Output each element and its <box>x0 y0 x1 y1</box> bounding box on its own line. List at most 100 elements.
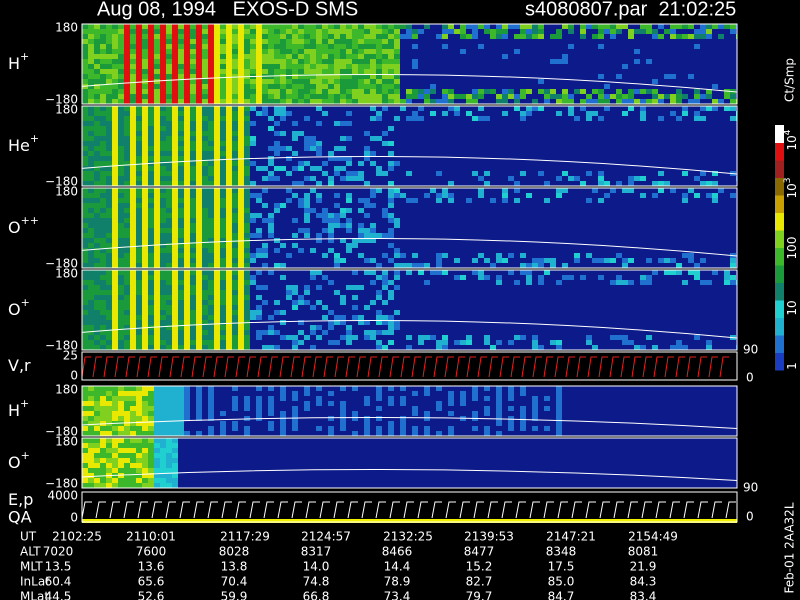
spectrogram-cell <box>196 198 202 203</box>
spectrogram-cell <box>364 146 370 151</box>
spectrogram-cell <box>646 258 652 263</box>
spectrogram-cell <box>172 396 178 401</box>
spectrogram-cell <box>292 84 298 89</box>
spectrogram-cell <box>100 233 106 238</box>
spectrogram-cell <box>208 223 214 228</box>
spectrogram-cell <box>130 79 136 84</box>
spectrogram-cell <box>520 111 526 116</box>
panel-label-sup: + <box>20 397 29 410</box>
spectrogram-cell <box>388 280 394 285</box>
spectrogram-cell <box>154 258 160 263</box>
panel-background <box>82 438 737 488</box>
spectrogram-cell <box>340 416 346 421</box>
spectrogram-cell <box>160 401 166 406</box>
spectrogram-cell <box>352 74 358 79</box>
spectrogram-cell <box>148 295 154 300</box>
spectrogram-cell <box>112 69 118 74</box>
spectrogram-cell <box>94 34 100 39</box>
spectrogram-cell <box>346 223 352 228</box>
spectrogram-cell <box>124 416 130 421</box>
spectrogram-cell <box>112 203 118 208</box>
spectrogram-cell <box>172 126 178 131</box>
spectrogram-cell <box>178 166 184 171</box>
spectrogram-cell <box>190 320 196 325</box>
spectrogram-cell <box>262 89 268 94</box>
spectrogram-cell <box>94 146 100 151</box>
spectrogram-cell <box>592 34 598 39</box>
spectrogram-cell <box>250 280 256 285</box>
spectrogram-cell <box>244 401 250 406</box>
spectrogram-cell <box>562 59 568 64</box>
spectrogram-cell <box>88 386 94 391</box>
spectrogram-cell <box>130 458 136 463</box>
spectrogram-cell <box>670 94 676 99</box>
spectrogram-cell <box>82 213 88 218</box>
spectrogram-cell <box>400 253 406 258</box>
spectrogram-cell <box>94 176 100 181</box>
spectrogram-cell <box>130 325 136 330</box>
spectrogram-cell <box>280 94 286 99</box>
spectrogram-cell <box>178 34 184 39</box>
spectrogram-cell <box>334 315 340 320</box>
spectrogram-cell <box>490 263 496 268</box>
spectrogram-cell <box>412 426 418 431</box>
spectrogram-cell <box>106 29 112 34</box>
spectrogram-cell <box>112 270 118 275</box>
spectrogram-cell <box>550 34 556 39</box>
spectrogram-cell <box>556 188 562 193</box>
spectrogram-cell <box>136 448 142 453</box>
spectrogram-cell <box>130 290 136 295</box>
spectrogram-cell <box>694 29 700 34</box>
spectrogram-cell <box>526 275 532 280</box>
spectrogram-cell <box>316 335 322 340</box>
spectrogram-cell <box>106 54 112 59</box>
spectrogram-cell <box>406 345 412 350</box>
spectrogram-cell <box>208 161 214 166</box>
spectrogram-cell <box>226 193 232 198</box>
spectrogram-cell <box>184 188 190 193</box>
spectrogram-cell <box>82 141 88 146</box>
spectrogram-cell <box>154 468 160 473</box>
spectrogram-cell <box>268 84 274 89</box>
spectrogram-cell <box>214 248 220 253</box>
spectrogram-cell <box>118 248 124 253</box>
spectrogram-cell <box>88 141 94 146</box>
spectrogram-cell <box>142 468 148 473</box>
spectrogram-cell <box>202 34 208 39</box>
spectrogram-cell <box>250 121 256 126</box>
spectrogram-cell <box>274 54 280 59</box>
spectrogram-cell <box>256 401 262 406</box>
spectrogram-cell <box>154 151 160 156</box>
spectrogram-cell <box>214 84 220 89</box>
spectrogram-cell <box>184 401 190 406</box>
spectrogram-cell <box>142 315 148 320</box>
spectrogram-cell <box>172 166 178 171</box>
spectrogram-cell <box>94 131 100 136</box>
spectrogram-cell <box>226 275 232 280</box>
spectrogram-cell <box>358 223 364 228</box>
spectrogram-cell <box>718 188 724 193</box>
spectrogram-cell <box>256 295 262 300</box>
spectrogram-cell <box>280 44 286 49</box>
spectrogram-cell <box>196 121 202 126</box>
spectrogram-cell <box>352 84 358 89</box>
spectrogram-cell <box>244 270 250 275</box>
spectrogram-cell <box>244 44 250 49</box>
panel-frame <box>81 385 738 437</box>
spectrogram-cell <box>112 59 118 64</box>
spectrogram-cell <box>232 426 238 431</box>
spectrogram-cell <box>202 330 208 335</box>
spectrogram-cell <box>82 463 88 468</box>
spectrogram-cell <box>196 136 202 141</box>
spectrogram-cell <box>316 24 322 29</box>
spectrogram-cell <box>244 64 250 69</box>
spectrogram-cell <box>688 99 694 104</box>
spectrogram-cell <box>118 213 124 218</box>
spectrogram-cell <box>340 406 346 411</box>
spectrogram-cell <box>514 99 520 104</box>
spectrogram-cell <box>142 228 148 233</box>
spectrogram-cell <box>100 136 106 141</box>
spectrogram-cell <box>238 228 244 233</box>
spectrogram-cell <box>166 94 172 99</box>
spectrogram-cell <box>154 458 160 463</box>
